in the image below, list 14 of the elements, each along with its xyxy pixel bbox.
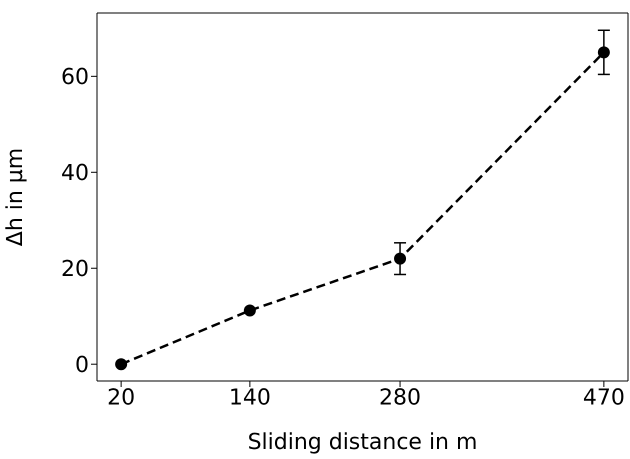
y-axis-title: Δh in µm bbox=[2, 148, 28, 246]
y-tick-label: 20 bbox=[61, 257, 89, 282]
x-tick-label: 280 bbox=[379, 386, 422, 411]
y-tick-label: 60 bbox=[61, 65, 89, 90]
point bbox=[394, 252, 406, 265]
x-tick-label: 470 bbox=[582, 386, 625, 411]
x-tick-label: 140 bbox=[228, 386, 271, 411]
x-tick-label: 20 bbox=[107, 386, 136, 411]
y-tick-label: 0 bbox=[75, 353, 89, 378]
point bbox=[115, 358, 128, 370]
point bbox=[244, 304, 256, 316]
point bbox=[598, 46, 610, 58]
y-tick-label: 40 bbox=[61, 161, 89, 186]
x-axis-title: Sliding distance in m bbox=[248, 430, 478, 455]
